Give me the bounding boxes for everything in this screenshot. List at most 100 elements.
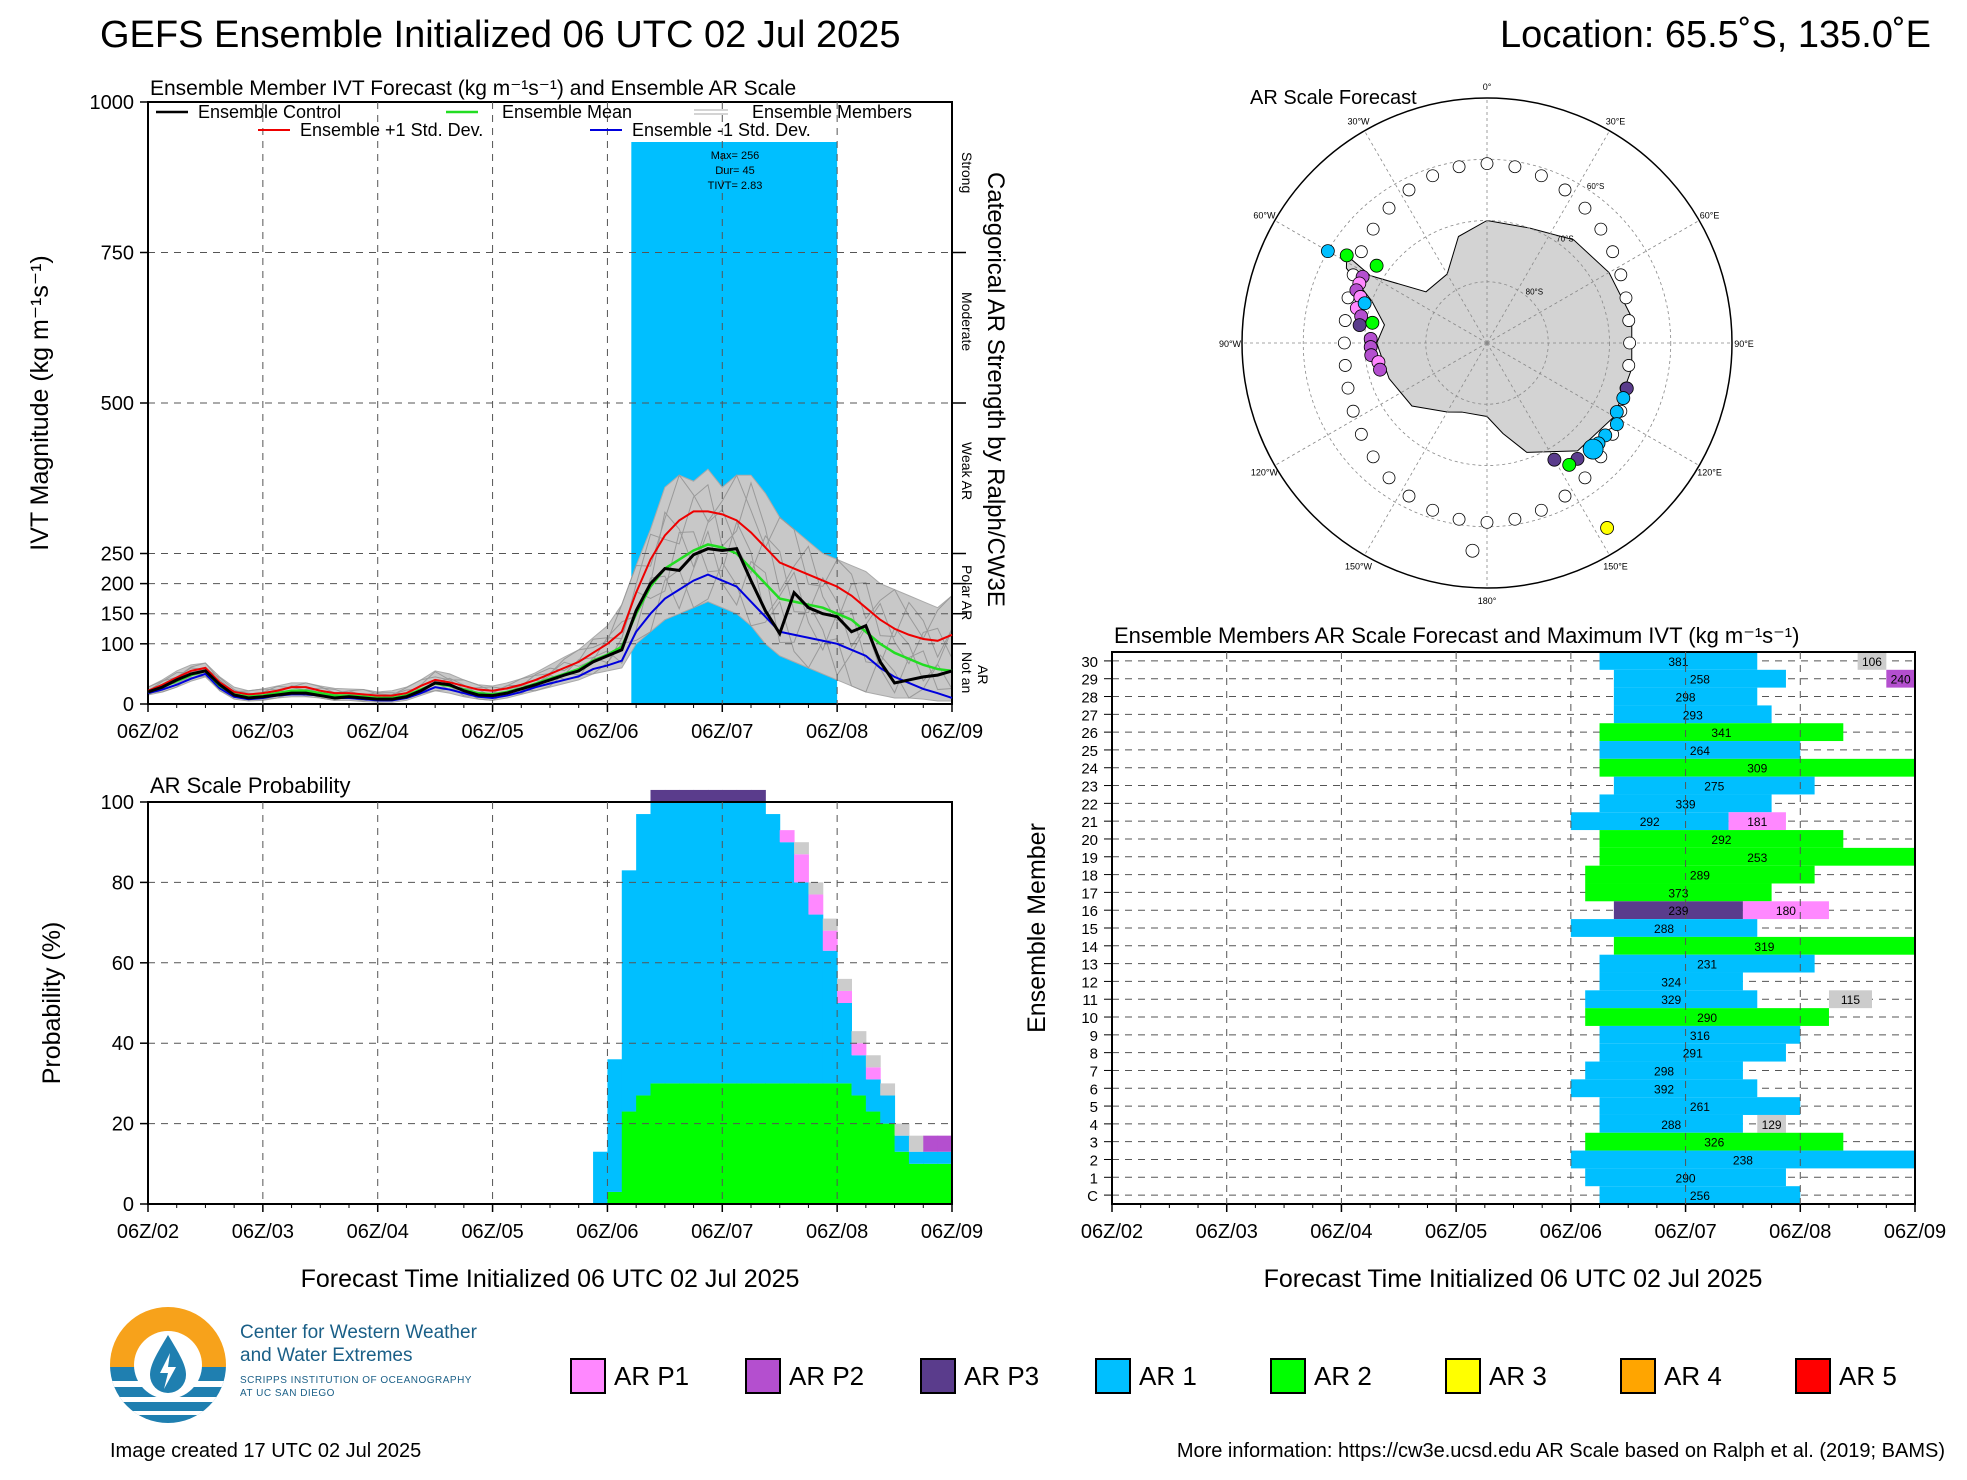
y-tick-label: 0	[123, 694, 134, 716]
location-marker-none	[1452, 160, 1466, 174]
legend-label: AR 4	[1664, 1360, 1722, 1391]
member-bar-value: 258	[1690, 673, 1710, 687]
y-tick-label: 20	[112, 1114, 134, 1136]
probability-bar	[937, 1163, 953, 1204]
y-tick-label: 150	[101, 604, 134, 626]
member-bar	[1857, 652, 1887, 670]
longitude-label: 30°E	[1606, 116, 1626, 126]
logo-line-4: AT UC SAN DIEGO	[240, 1388, 335, 1399]
member-bar-value: 129	[1762, 1118, 1782, 1132]
probability-bar	[794, 854, 809, 883]
chart-title: Ensemble Member IVT Forecast (kg m⁻¹s⁻¹)…	[150, 77, 796, 100]
ensemble-member-line	[147, 561, 953, 703]
y-tick-label: 100	[101, 634, 134, 656]
member-bar-value: 275	[1704, 780, 1724, 794]
member-bar-value: 293	[1683, 708, 1703, 722]
map-title: AR Scale Forecast	[1250, 87, 1417, 109]
location-marker	[1616, 391, 1631, 405]
y-tick-label: 40	[112, 1033, 134, 1055]
probability-bar	[822, 918, 838, 931]
location-marker-none	[1354, 427, 1368, 441]
right-axis-label: Categorical AR Strength by Ralph/CW3E	[982, 172, 1009, 607]
location-marker-none	[1614, 268, 1628, 282]
member-bar-value: 288	[1661, 1118, 1681, 1132]
x-tick-label: 06Z/08	[1769, 1221, 1831, 1243]
probability-bar	[865, 1067, 881, 1080]
member-label: C	[1087, 1188, 1098, 1205]
member-bar	[1585, 1061, 1743, 1080]
x-tick-label: 06Z/02	[117, 721, 179, 743]
member-bar	[1599, 1114, 1743, 1133]
probability-bar	[650, 802, 666, 1084]
probability-bar	[865, 1111, 881, 1204]
longitude-label: 150°W	[1345, 562, 1373, 572]
member-bar	[1570, 919, 1758, 937]
location-marker-none	[1594, 222, 1608, 236]
x-tick-label: 06Z/07	[691, 1221, 753, 1243]
x-tick-label: 06Z/03	[232, 721, 294, 743]
member-label: 4	[1090, 1117, 1098, 1134]
member-label: 2	[1090, 1152, 1098, 1169]
location-marker-none	[1382, 201, 1396, 215]
member-label: 1	[1090, 1170, 1098, 1187]
longitude-label: 120°W	[1251, 468, 1279, 478]
meridian-line	[1274, 220, 1488, 344]
member-label: 16	[1081, 903, 1098, 920]
more-info-label: More information: https://cw3e.ucsd.edu …	[1176, 1440, 1945, 1462]
probability-bar	[679, 1083, 695, 1204]
meridian-line	[1364, 130, 1488, 344]
probability-bar	[865, 1079, 881, 1112]
probability-bar	[664, 802, 680, 1084]
probability-bar	[751, 789, 766, 802]
member-label: 17	[1081, 885, 1098, 902]
probability-bar	[808, 882, 824, 895]
member-bar	[1585, 990, 1758, 1009]
member-bar-value: 292	[1711, 833, 1731, 847]
x-tick-label: 06Z/03	[232, 1221, 294, 1243]
member-bar	[1570, 1079, 1758, 1098]
member-bar-value: 181	[1747, 815, 1767, 829]
category-not-an: Not an	[959, 652, 975, 693]
probability-bar	[621, 1111, 637, 1204]
member-label: 18	[1081, 868, 1098, 885]
member-bar	[1599, 652, 1758, 670]
logo-line-3: SCRIPPS INSTITUTION OF OCEANOGRAPHY	[240, 1375, 472, 1386]
longitude-label: 150°E	[1603, 562, 1628, 572]
image-created-label: Image created 17 UTC 02 Jul 2025	[110, 1440, 422, 1462]
x-tick-label: 06Z/08	[806, 1221, 868, 1243]
member-label: 29	[1081, 672, 1098, 689]
probability-bar	[937, 1151, 953, 1164]
member-bar-value: 106	[1862, 655, 1882, 669]
category-weak: Weak AR	[959, 442, 975, 500]
chart-title: Ensemble Members AR Scale Forecast and M…	[1114, 623, 1799, 648]
probability-bar	[865, 1055, 881, 1068]
legend-text: Ensemble Control	[198, 102, 341, 122]
member-bar	[1613, 705, 1772, 724]
x-tick-label: 06Z/06	[576, 721, 638, 743]
member-label: 26	[1081, 725, 1098, 742]
member-bar-value: 253	[1747, 851, 1767, 865]
probability-bar	[880, 1123, 896, 1204]
member-bar	[1599, 758, 1915, 777]
probability-bar	[894, 1151, 910, 1204]
member-label: 9	[1090, 1028, 1098, 1045]
location-marker-none	[1452, 512, 1466, 526]
member-bar	[1599, 1025, 1801, 1044]
meridian-line	[1274, 342, 1488, 466]
member-label: 15	[1081, 921, 1098, 938]
location-marker	[1369, 258, 1384, 273]
meridian-line	[1486, 220, 1700, 344]
member-bar	[1585, 865, 1815, 884]
y-tick-label: 0	[123, 1194, 134, 1216]
x-tick-label: 06Z/02	[1081, 1221, 1143, 1243]
y-tick-label: 1000	[90, 92, 135, 114]
location-label: Location: 65.5˚S, 135.0˚E	[1500, 14, 1931, 56]
probability-bar	[751, 802, 766, 1084]
member-bar	[1886, 669, 1915, 688]
member-bar	[1599, 972, 1743, 991]
location-marker-none	[1606, 245, 1620, 259]
probability-bar	[794, 842, 809, 855]
probability-bar	[722, 1083, 738, 1204]
location-marker-none	[1426, 503, 1440, 517]
